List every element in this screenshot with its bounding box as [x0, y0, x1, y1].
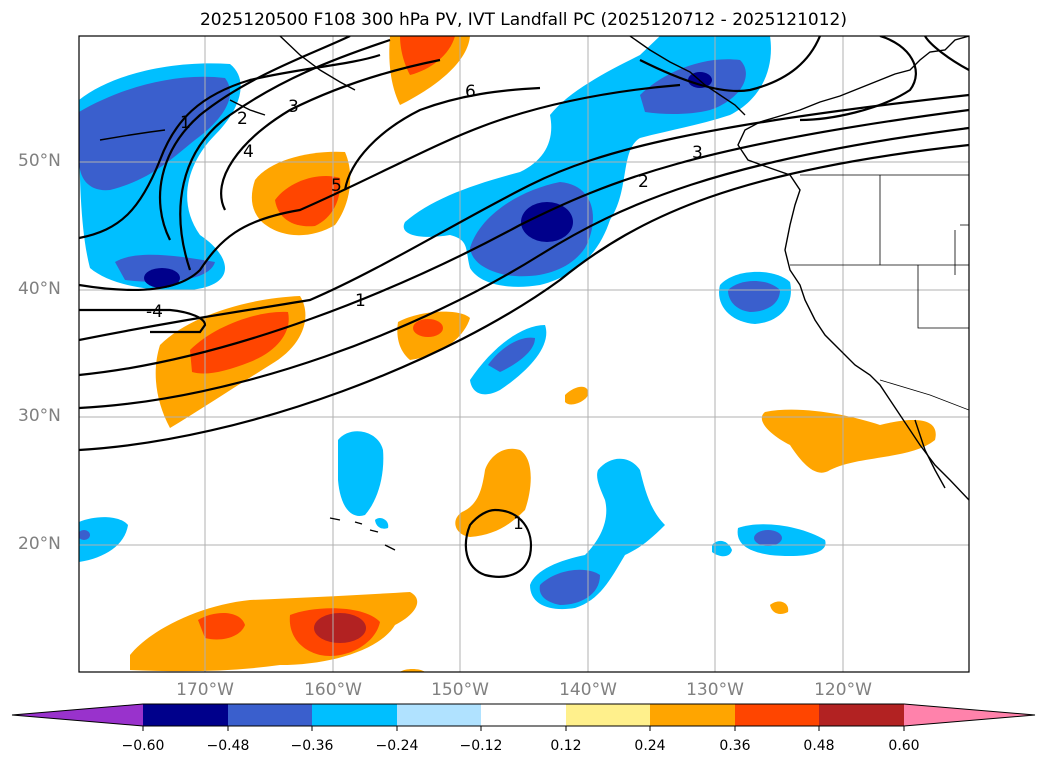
pv-anomaly-fills	[79, 36, 936, 672]
lon-label-140w: 140°W	[559, 680, 617, 700]
colorbar	[11, 703, 1036, 731]
contour-labels: 1 2 3 4 5 6 1 2 3 -4 1	[146, 82, 703, 534]
map-title: 2025120500 F108 300 hPa PV, IVT Landfall…	[199, 10, 847, 30]
colorbar-segment	[143, 704, 228, 726]
colorbar-over-arrow	[904, 704, 1035, 726]
lat-label-50n: 50°N	[18, 151, 61, 171]
colorbar-segment	[566, 704, 650, 726]
lon-label-170w: 170°W	[176, 680, 234, 700]
colorbar-tick-label: 0.60	[888, 738, 920, 754]
colorbar-segment	[735, 704, 819, 726]
lon-label-130w: 130°W	[686, 680, 744, 700]
colorbar-tick-label: 0.12	[550, 738, 582, 754]
contour-label: 3	[692, 143, 703, 163]
colorbar-tick-label: 0.48	[803, 738, 835, 754]
contour-label: 4	[243, 142, 254, 162]
lon-label-150w: 150°W	[431, 680, 489, 700]
colorbar-under-arrow	[12, 704, 143, 726]
colorbar-segment	[228, 704, 312, 726]
contour-label: 3	[288, 97, 299, 117]
contour-label: 6	[465, 82, 476, 102]
graticule	[79, 36, 969, 672]
colorbar-segment	[819, 704, 904, 726]
map-plot-area: 1 2 3 4 5 6 1 2 3 -4 1	[79, 36, 969, 672]
colorbar-tick-label: 0.24	[634, 738, 666, 754]
colorbar-tick-label: 0.36	[719, 738, 751, 754]
lon-label-120w: 120°W	[814, 680, 872, 700]
plot-frame	[78, 35, 970, 673]
state-borders	[790, 174, 969, 411]
colorbar-tick-label: −0.24	[375, 738, 419, 754]
colorbar-tick-label: −0.48	[206, 738, 250, 754]
colorbar-segment	[481, 704, 566, 726]
coastlines	[99, 36, 969, 551]
contour-label: -4	[146, 302, 163, 322]
colorbar-tick-label: −0.60	[121, 738, 165, 754]
colorbar-segment	[397, 704, 481, 726]
contour-label: 5	[331, 176, 342, 196]
colorbar-tick-label: −0.12	[459, 738, 503, 754]
lat-label-20n: 20°N	[18, 534, 61, 554]
lat-label-40n: 40°N	[18, 279, 61, 299]
lon-label-160w: 160°W	[304, 680, 362, 700]
contour-label: 2	[237, 109, 248, 129]
ivt-contours	[79, 36, 969, 578]
colorbar-tick-label: −0.36	[290, 738, 334, 754]
contour-label: 1	[180, 113, 191, 133]
contour-label: 2	[638, 172, 649, 192]
colorbar-segment	[312, 704, 397, 726]
contour-label: 1	[513, 514, 524, 534]
contour-label: 1	[355, 291, 366, 311]
colorbar-segment	[650, 704, 735, 726]
lat-label-30n: 30°N	[18, 406, 61, 426]
